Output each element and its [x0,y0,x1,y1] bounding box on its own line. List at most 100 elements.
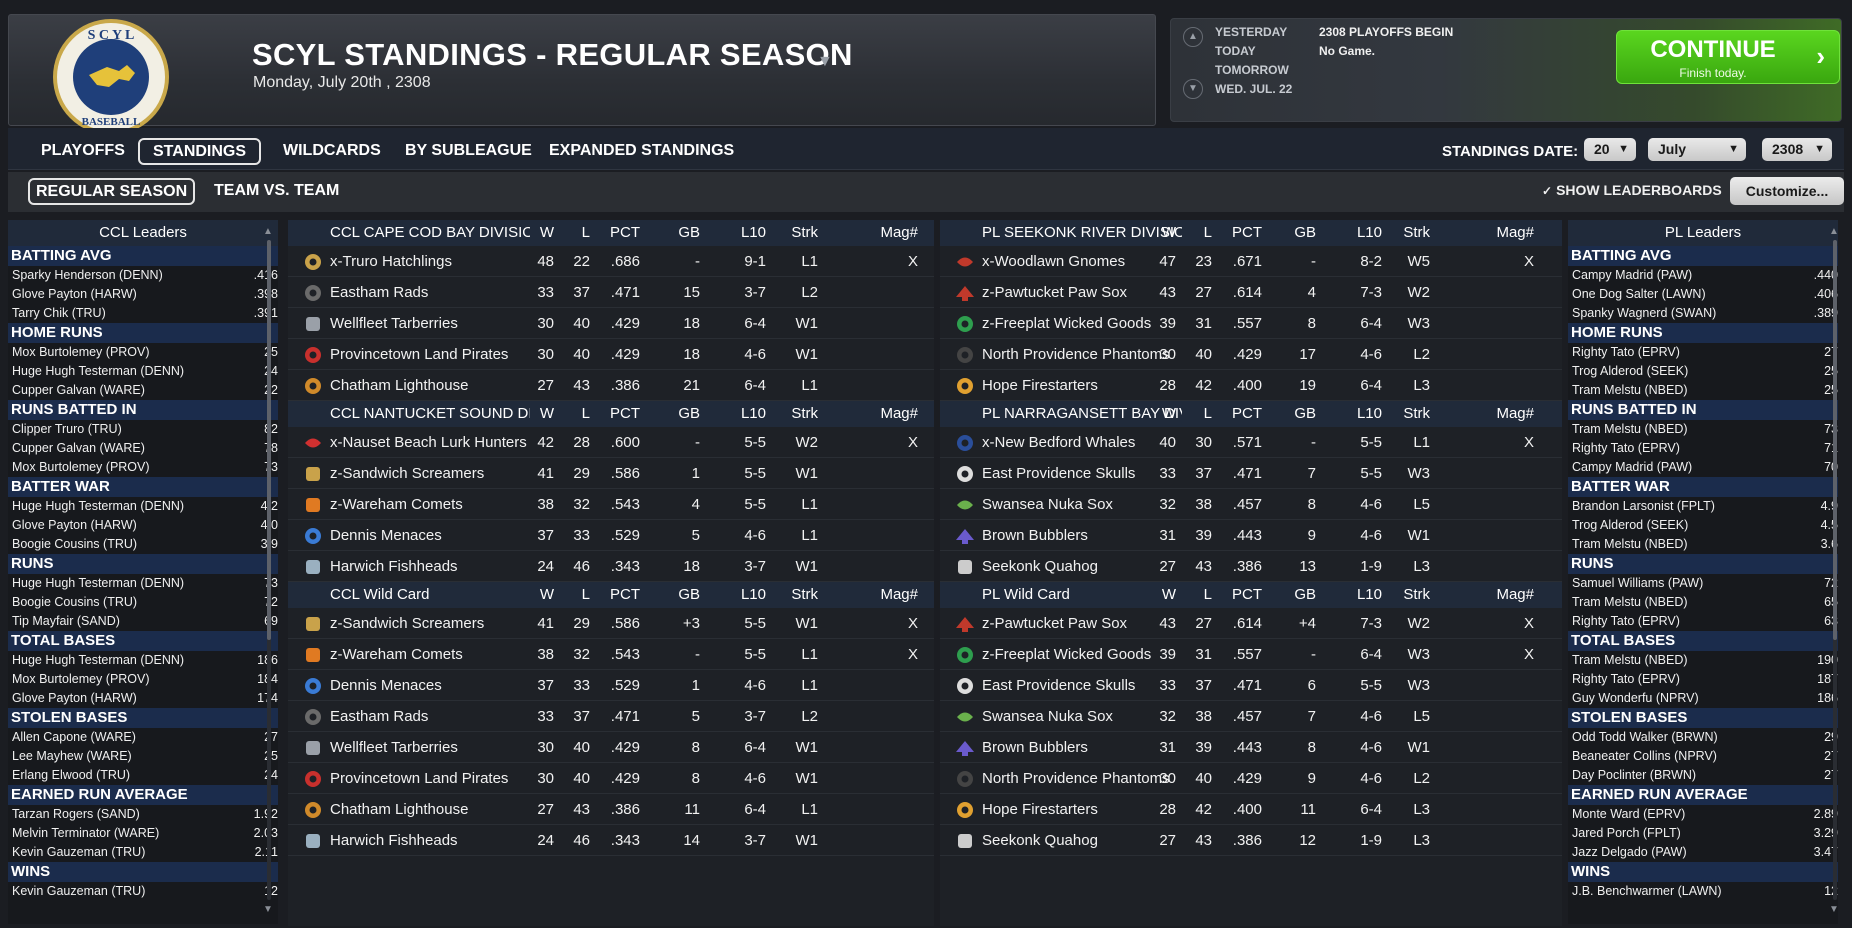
team-row[interactable]: x-Woodlawn Gnomes 47 23 .671 - 8-2 W5 X [940,246,1562,277]
column-header-l10[interactable]: L10 [740,405,766,422]
team-name[interactable]: x-New Bedford Whales [982,434,1136,451]
team-name[interactable]: x-Nauset Beach Lurk Hunters [330,434,527,451]
leader-row[interactable]: Glove Payton (HARW) .398 [8,285,278,304]
leader-player-name[interactable]: Mox Burtolemey (PROV) [12,345,150,359]
column-header-strk[interactable]: Strk [1403,586,1430,603]
leader-row[interactable]: Erlang Elwood (TRU) 24 [8,766,278,785]
column-header-w[interactable]: W [539,405,554,422]
tab-regular-season[interactable]: REGULAR SEASON [28,178,196,205]
column-header-gb[interactable]: GB [1294,405,1316,422]
leader-row[interactable]: Trog Alderod (SEEK) 4.5 [1568,516,1838,535]
team-name[interactable]: North Providence Phantoms [982,346,1170,363]
column-header-strk[interactable]: Strk [791,586,818,603]
team-name[interactable]: z-Sandwich Screamers [330,615,485,632]
team-name[interactable]: Seekonk Quahog [982,558,1098,575]
team-row[interactable]: Provincetown Land Pirates 30 40 .429 18 4-6 W1 [288,339,934,370]
leader-player-name[interactable]: Spanky Wagnerd (SWAN) [1572,306,1717,320]
team-name[interactable]: Chatham Lighthouse [330,377,469,394]
leader-row[interactable]: Mox Burtolemey (PROV) 25 [8,343,278,362]
column-header-pct[interactable]: PCT [1232,405,1262,422]
team-row[interactable]: East Providence Skulls 33 37 .471 7 5-5 W3 [940,458,1562,489]
leader-row[interactable]: Cupper Galvan (WARE) 78 [8,439,278,458]
team-name[interactable]: z-Freeplat Wicked Goods [982,646,1152,663]
leader-player-name[interactable]: Righty Tato (EPRV) [1572,672,1680,686]
leader-row[interactable]: Allen Capone (WARE) 27 [8,728,278,747]
leader-row[interactable]: Huge Hugh Testerman (DENN)4.2 [8,497,278,516]
team-name[interactable]: North Providence Phantoms [982,770,1170,787]
column-header-mag[interactable]: Mag# [880,224,918,241]
pl-leaders-scrollbar[interactable]: ▲ ▼ [1829,226,1840,916]
scroll-up-icon[interactable]: ▲ [1183,27,1203,47]
leader-row[interactable]: Mox Burtolemey (PROV) 73 [8,458,278,477]
leader-row[interactable]: Campy Madrid (PAW) .440 [1568,266,1838,285]
leader-row[interactable]: Huge Hugh Testerman (DENN) 73 [8,574,278,593]
leader-player-name[interactable]: Jazz Delgado (PAW) [1572,845,1687,859]
team-row[interactable]: Harwich Fishheads 24 46 .343 18 3-7 W1 [288,551,934,582]
leader-row[interactable]: Glove Payton (HARW)174 [8,689,278,708]
column-header-strk[interactable]: Strk [1403,405,1430,422]
leader-row[interactable]: Campy Madrid (PAW) 70 [1568,458,1838,477]
team-row[interactable]: Eastham Rads 33 37 .471 5 3-7 L2 [288,701,934,732]
column-header-l[interactable]: L [581,586,590,603]
leader-player-name[interactable]: Cupper Galvan (WARE) [12,441,145,455]
leader-player-name[interactable]: Righty Tato (EPRV) [1572,345,1680,359]
leader-player-name[interactable]: Cupper Galvan (WARE) [12,383,145,397]
continue-button[interactable]: CONTINUE Finish today. › [1616,30,1840,84]
leader-row[interactable]: Righty Tato (EPRV) 187 [1568,670,1838,689]
column-header-mag[interactable]: Mag# [1496,224,1534,241]
leader-row[interactable]: Boogie Cousins (TRU) 72 [8,593,278,612]
leader-player-name[interactable]: Righty Tato (EPRV) [1572,614,1680,628]
leader-row[interactable]: Brandon Larsonist (FPLT) 4.9 [1568,497,1838,516]
leader-player-name[interactable]: Glove Payton (HARW) [12,691,137,705]
ccl-leaders-scrollbar[interactable]: ▲ ▼ [263,226,274,916]
column-header-w[interactable]: W [539,224,554,241]
leader-player-name[interactable]: Tarry Chik (TRU) [12,306,106,320]
leader-player-name[interactable]: Righty Tato (EPRV) [1572,441,1680,455]
column-header-gb[interactable]: GB [678,405,700,422]
scroll-down-icon[interactable]: ▼ [1829,904,1839,915]
leader-row[interactable]: Spanky Wagnerd (SWAN) .389 [1568,304,1838,323]
team-row[interactable]: Seekonk Quahog 27 43 .386 12 1-9 L3 [940,825,1562,856]
leader-row[interactable]: Tram Melstu (NBED) 65 [1568,593,1838,612]
team-row[interactable]: Seekonk Quahog 27 43 .386 13 1-9 L3 [940,551,1562,582]
leader-player-name[interactable]: Trog Alderod (SEEK) [1572,364,1689,378]
column-header-strk[interactable]: Strk [791,405,818,422]
leader-row[interactable]: Tram Melstu (NBED) 3.6 [1568,535,1838,554]
leader-player-name[interactable]: Odd Todd Walker (BRWN) [1572,730,1718,744]
leader-row[interactable]: Righty Tato (EPRV) 63 [1568,612,1838,631]
column-header-l10[interactable]: L10 [1356,586,1382,603]
year-select[interactable]: 2308 ▼ [1762,138,1832,161]
column-header-pct[interactable]: PCT [610,224,640,241]
column-header-w[interactable]: W [1161,224,1176,241]
leader-row[interactable]: Cupper Galvan (WARE) 22 [8,381,278,400]
team-name[interactable]: Wellfleet Tarberries [330,315,458,332]
team-row[interactable]: East Providence Skulls 33 37 .471 6 5-5 W3 [940,670,1562,701]
team-name[interactable]: Chatham Lighthouse [330,801,469,818]
team-name[interactable]: Harwich Fishheads [330,558,458,575]
leader-row[interactable]: J.B. Benchwarmer (LAWN) 12 [1568,882,1838,901]
team-name[interactable]: x-Woodlawn Gnomes [982,253,1126,270]
column-header-l10[interactable]: L10 [740,586,766,603]
team-name[interactable]: Provincetown Land Pirates [330,770,509,787]
team-row[interactable]: x-New Bedford Whales 40 30 .571 - 5-5 L1 X [940,427,1562,458]
team-row[interactable]: Harwich Fishheads 24 46 .343 14 3-7 W1 [288,825,934,856]
column-header-strk[interactable]: Strk [1403,224,1430,241]
column-header-mag[interactable]: Mag# [1496,586,1534,603]
leader-player-name[interactable]: Tarzan Rogers (SAND) [12,807,140,821]
leader-player-name[interactable]: Sparky Henderson (DENN) [12,268,163,282]
leader-row[interactable]: Lee Mayhew (WARE) 25 [8,747,278,766]
team-name[interactable]: Seekonk Quahog [982,832,1098,849]
column-header-mag[interactable]: Mag# [1496,405,1534,422]
leader-row[interactable]: Trog Alderod (SEEK) 25 [1568,362,1838,381]
team-name[interactable]: Swansea Nuka Sox [982,708,1113,725]
leader-row[interactable]: Beaneater Collins (NPRV) 27 [1568,747,1838,766]
leader-row[interactable]: Jared Porch (FPLT) 3.29 [1568,824,1838,843]
team-row[interactable]: Wellfleet Tarberries 30 40 .429 18 6-4 W1 [288,308,934,339]
column-header-mag[interactable]: Mag# [880,405,918,422]
team-row[interactable]: Hope Firestarters 28 42 .400 19 6-4 L3 [940,370,1562,401]
team-row[interactable]: x-Nauset Beach Lurk Hunters 42 28 .600 - 5-5 W… [288,427,934,458]
team-row[interactable]: Wellfleet Tarberries 30 40 .429 8 6-4 W1 [288,732,934,763]
leader-player-name[interactable]: Mox Burtolemey (PROV) [12,672,150,686]
leader-player-name[interactable]: J.B. Benchwarmer (LAWN) [1572,884,1722,898]
team-name[interactable]: Eastham Rads [330,284,429,301]
